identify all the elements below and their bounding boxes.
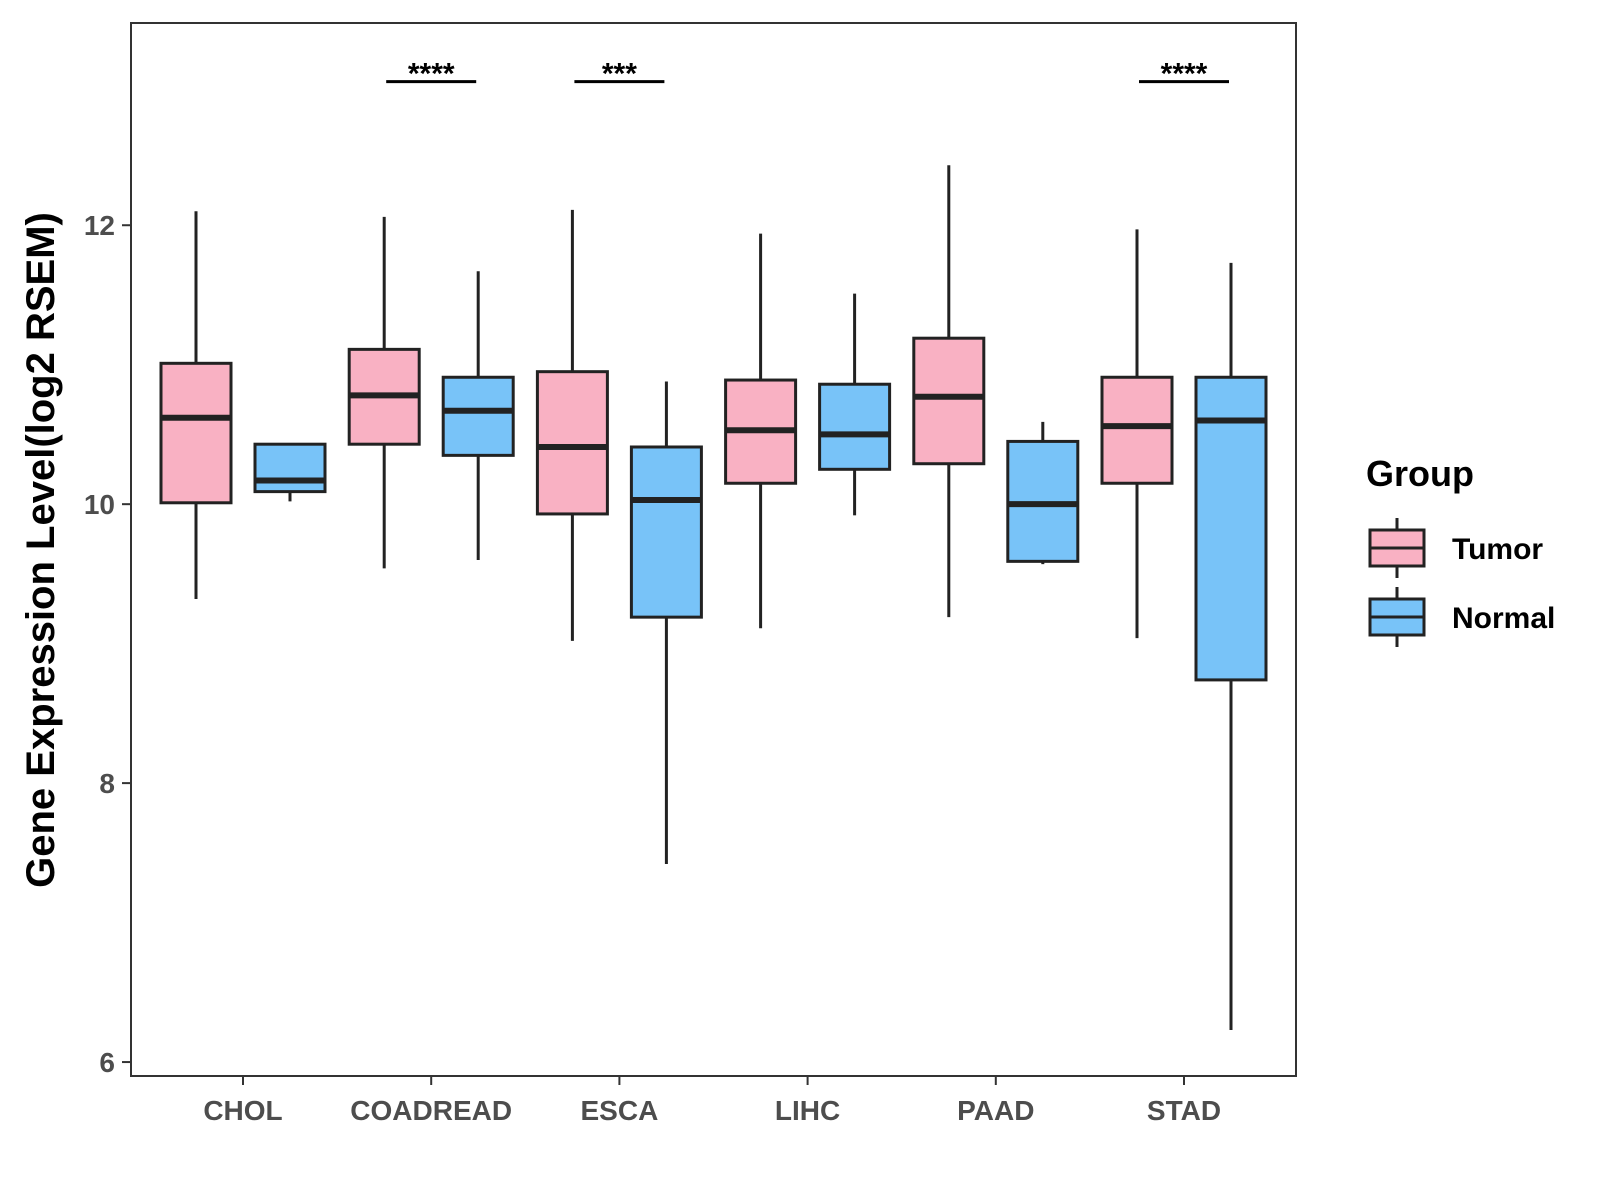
box-normal-esca [629, 381, 703, 865]
x-tick-label: COADREAD [350, 1095, 512, 1126]
significance-label: *** [602, 58, 637, 91]
x-tick-label: CHOL [203, 1095, 282, 1126]
box-normal-lihc [818, 293, 892, 516]
box-body [629, 445, 703, 619]
y-tick-label: 8 [99, 768, 115, 799]
x-tick-label: LIHC [775, 1095, 840, 1126]
significance-label: **** [1161, 58, 1208, 91]
y-axis: 6 8 10 12 [84, 210, 131, 1078]
x-tick-label: PAAD [957, 1095, 1034, 1126]
x-tick-label: ESCA [581, 1095, 659, 1126]
legend-label-normal: Normal [1452, 602, 1555, 635]
box-body [253, 442, 327, 494]
legend-label-tumor: Tumor [1452, 533, 1543, 566]
box-normal-stad [1194, 262, 1268, 1030]
legend-key-normal [1368, 587, 1426, 647]
box-body [1100, 375, 1174, 485]
box-tumor-lihc [724, 233, 798, 629]
box-tumor-coadread [347, 216, 421, 569]
box-normal-coadread [441, 271, 515, 560]
box-body [535, 370, 609, 516]
y-axis-title: Gene Expression Level(log2 RSEM) [19, 212, 63, 888]
y-tick-label: 10 [84, 489, 115, 520]
box-body [159, 361, 233, 505]
legend-key-tumor [1368, 518, 1426, 578]
x-tick-label: STAD [1147, 1095, 1221, 1126]
box-body [818, 382, 892, 471]
box-body [441, 375, 515, 457]
box-normal-paad [1006, 421, 1080, 565]
box-tumor-stad [1100, 229, 1174, 639]
y-tick-label: 12 [84, 210, 115, 241]
x-axis: CHOL COADREAD ESCA LIHC PAAD STAD [203, 1076, 1221, 1126]
box-tumor-paad [912, 165, 986, 618]
legend-title: Group [1366, 453, 1474, 494]
panel-border [130, 22, 1297, 1077]
box-tumor-esca [535, 209, 609, 641]
legend: Group Tumor Normal [1366, 453, 1555, 647]
box-normal-chol [253, 442, 327, 502]
box-body [912, 336, 986, 466]
y-tick-label: 6 [99, 1047, 115, 1078]
significance-label: **** [408, 58, 455, 91]
plot-marks [159, 165, 1268, 1030]
box-body [1194, 375, 1268, 682]
significance-annotations: **** *** **** [386, 58, 1229, 91]
box-tumor-chol [159, 211, 233, 600]
